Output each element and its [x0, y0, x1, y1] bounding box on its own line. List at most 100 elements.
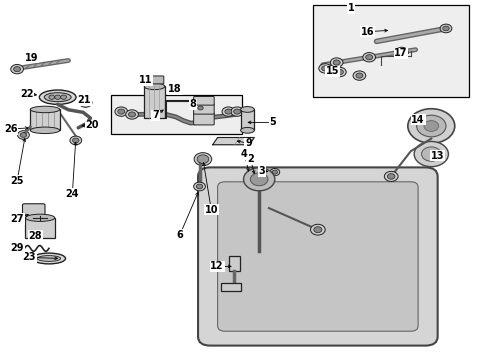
FancyBboxPatch shape	[217, 182, 417, 331]
Circle shape	[194, 153, 211, 166]
Circle shape	[193, 182, 205, 191]
Circle shape	[310, 224, 325, 235]
Circle shape	[55, 95, 61, 99]
Circle shape	[70, 136, 81, 145]
Circle shape	[115, 107, 127, 116]
Ellipse shape	[144, 83, 164, 90]
Text: 25: 25	[10, 176, 24, 186]
Circle shape	[14, 67, 20, 72]
Text: 27: 27	[10, 214, 24, 224]
Circle shape	[413, 141, 447, 167]
Text: 18: 18	[168, 84, 182, 94]
Text: 24: 24	[65, 189, 79, 199]
Text: 3: 3	[258, 166, 264, 176]
Circle shape	[439, 24, 451, 33]
Circle shape	[72, 138, 79, 143]
Circle shape	[197, 155, 208, 163]
Text: 2: 2	[246, 154, 253, 164]
Ellipse shape	[39, 90, 76, 104]
Circle shape	[233, 109, 240, 114]
Ellipse shape	[44, 93, 71, 102]
Text: 28: 28	[28, 231, 42, 241]
Circle shape	[416, 115, 445, 137]
Circle shape	[355, 73, 362, 78]
FancyBboxPatch shape	[198, 167, 437, 346]
Text: 21: 21	[77, 95, 91, 105]
Circle shape	[332, 60, 340, 65]
Circle shape	[230, 107, 243, 116]
Circle shape	[321, 66, 328, 71]
Circle shape	[82, 100, 89, 105]
Polygon shape	[212, 138, 254, 145]
Circle shape	[423, 121, 438, 131]
FancyBboxPatch shape	[145, 76, 163, 84]
Circle shape	[336, 69, 343, 75]
Circle shape	[313, 227, 321, 233]
Circle shape	[407, 109, 454, 143]
Bar	[144, 86, 164, 118]
Circle shape	[330, 58, 343, 67]
Circle shape	[61, 95, 66, 99]
Ellipse shape	[37, 256, 61, 261]
Text: 23: 23	[22, 252, 36, 262]
Text: 5: 5	[269, 117, 276, 127]
Circle shape	[79, 98, 92, 107]
Circle shape	[195, 104, 205, 112]
Ellipse shape	[240, 127, 254, 133]
Circle shape	[362, 53, 375, 62]
Circle shape	[11, 64, 23, 74]
Text: 14: 14	[410, 114, 424, 125]
FancyBboxPatch shape	[22, 204, 45, 217]
Bar	[312, 5, 468, 97]
Bar	[240, 109, 254, 130]
Ellipse shape	[240, 107, 254, 112]
Text: 6: 6	[176, 230, 183, 240]
Circle shape	[196, 184, 203, 189]
Circle shape	[49, 95, 55, 99]
Ellipse shape	[25, 214, 55, 221]
Text: 12: 12	[210, 261, 224, 271]
Text: 1: 1	[347, 3, 354, 13]
Text: 16: 16	[360, 27, 374, 37]
Circle shape	[333, 67, 346, 77]
Bar	[30, 109, 60, 130]
Text: 15: 15	[325, 66, 339, 76]
Circle shape	[394, 47, 407, 57]
Circle shape	[442, 26, 448, 31]
Circle shape	[365, 55, 372, 60]
Circle shape	[384, 171, 397, 181]
Circle shape	[118, 109, 124, 114]
Text: 11: 11	[139, 75, 152, 85]
Circle shape	[421, 147, 440, 161]
Circle shape	[18, 131, 29, 139]
FancyBboxPatch shape	[193, 113, 214, 125]
Text: 4: 4	[241, 149, 247, 159]
Ellipse shape	[30, 106, 60, 113]
Text: 26: 26	[4, 124, 18, 134]
Text: 20: 20	[85, 120, 99, 130]
Text: 22: 22	[20, 89, 34, 99]
Bar	[111, 95, 242, 134]
Circle shape	[128, 112, 135, 117]
FancyBboxPatch shape	[193, 104, 214, 114]
Text: 29: 29	[10, 243, 24, 253]
Bar	[165, 100, 198, 101]
Circle shape	[352, 71, 365, 80]
Circle shape	[125, 110, 138, 119]
Circle shape	[224, 109, 231, 114]
Text: 8: 8	[189, 99, 196, 109]
Text: 19: 19	[25, 53, 39, 63]
Circle shape	[397, 49, 405, 54]
Circle shape	[243, 168, 274, 191]
Bar	[165, 101, 166, 118]
Circle shape	[222, 107, 234, 116]
Circle shape	[250, 173, 267, 186]
Ellipse shape	[30, 127, 60, 134]
Circle shape	[20, 132, 27, 138]
Ellipse shape	[32, 253, 65, 264]
FancyBboxPatch shape	[193, 96, 214, 105]
Circle shape	[197, 106, 203, 110]
Circle shape	[198, 156, 207, 163]
Text: 10: 10	[204, 204, 218, 215]
Circle shape	[271, 170, 277, 174]
